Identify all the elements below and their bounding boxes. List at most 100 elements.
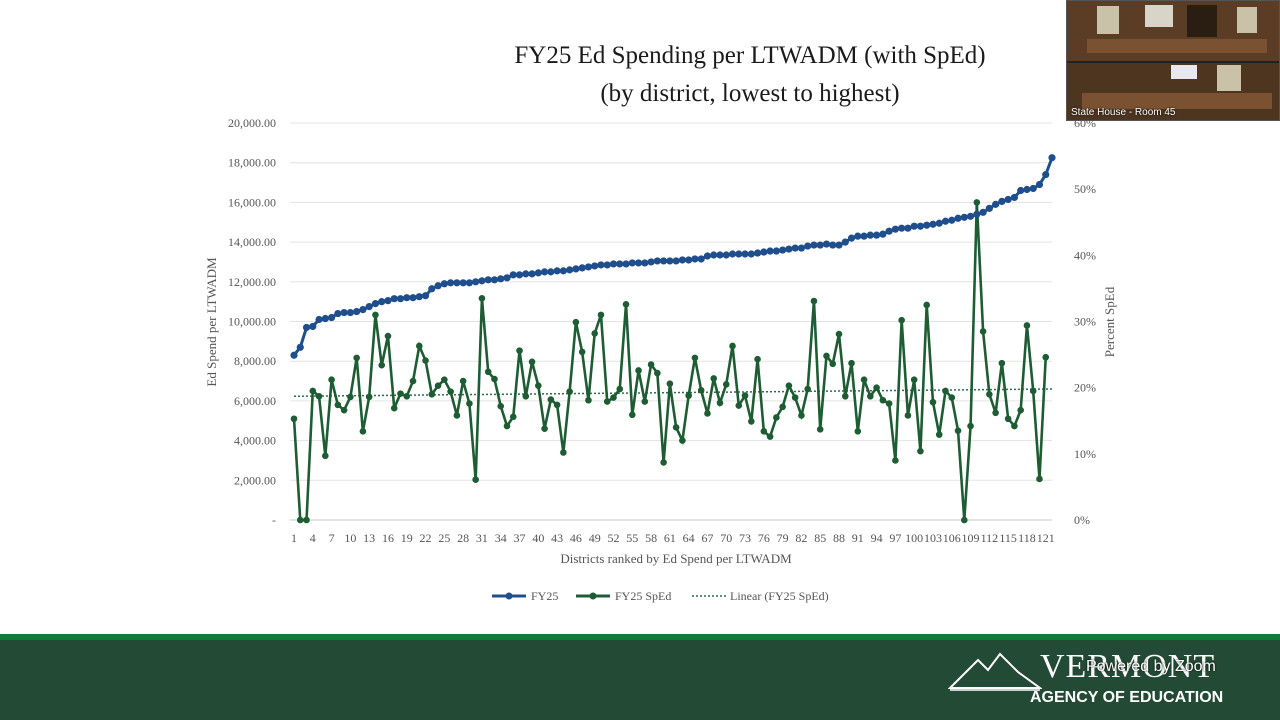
fy25-point	[797, 244, 806, 252]
y-axis-label: Ed Spend per LTWADM	[204, 257, 219, 387]
sped-point	[791, 394, 799, 401]
fy25-point	[785, 245, 793, 253]
x-tick-label: 97	[889, 531, 901, 545]
sped-point	[484, 368, 492, 376]
fy25-point	[1010, 193, 1019, 202]
sped-point	[597, 311, 605, 319]
fy25-point	[578, 264, 586, 272]
fy25-point	[954, 214, 962, 222]
sped-point	[353, 354, 360, 362]
sped-point	[760, 428, 768, 435]
sped-point	[923, 301, 931, 309]
x-tick-label: 22	[420, 531, 432, 545]
sped-point	[691, 354, 699, 362]
sped-point	[954, 427, 962, 434]
sped-point	[666, 380, 674, 387]
sped-point	[491, 375, 498, 383]
x-tick-label: 118	[1018, 531, 1036, 545]
sped-point	[898, 316, 905, 324]
x-tick-label: 46	[570, 531, 582, 545]
sped-point	[879, 396, 887, 404]
fy25-point	[428, 285, 436, 293]
fy25-point	[891, 225, 899, 233]
sped-point	[835, 330, 843, 338]
legend-fy25-label: FY25	[531, 589, 558, 603]
y-tick-label: 10,000.00	[228, 315, 276, 329]
sped-point	[841, 392, 849, 400]
fy25-point	[735, 250, 743, 258]
fy25-point	[929, 220, 937, 228]
fy25-point	[985, 204, 993, 212]
fy25-point	[923, 221, 931, 229]
x-tick-label: 61	[664, 531, 676, 545]
sped-point	[1017, 406, 1024, 414]
x-axis-label: Districts ranked by Ed Spend per LTWADM	[560, 551, 792, 566]
sped-point	[509, 413, 517, 421]
x-tick-label: 88	[833, 531, 845, 545]
fy25-point	[992, 200, 1000, 208]
fy25-point	[728, 250, 737, 258]
fy25-point	[703, 252, 712, 260]
sped-point	[748, 418, 755, 425]
x-tick-label: 85	[814, 531, 826, 545]
fy25-point	[459, 279, 467, 287]
fy25-point	[540, 268, 549, 276]
fy25-point	[948, 216, 956, 224]
sped-point	[942, 387, 949, 395]
legend-sped-marker	[589, 592, 597, 600]
sped-point	[547, 396, 555, 403]
fy25-point	[396, 295, 405, 303]
sped-point	[754, 355, 761, 363]
fy25-point	[979, 208, 987, 216]
y2-axis-label: Percent SpEd	[1102, 286, 1117, 357]
fy25-point	[528, 270, 536, 278]
sped-point	[378, 361, 386, 369]
fy25-point	[490, 276, 499, 284]
fy25-point	[384, 297, 392, 305]
sped-point	[340, 406, 348, 414]
sped-point	[810, 297, 818, 305]
fy25-point	[647, 258, 655, 266]
sped-point	[397, 390, 404, 397]
y-tick-label: -	[272, 513, 276, 527]
sped-point	[309, 387, 317, 395]
sped-point	[873, 384, 880, 391]
fy25-point	[553, 267, 561, 275]
fy25-point	[403, 294, 411, 302]
fy25-point	[522, 270, 530, 278]
x-tick-label: 70	[720, 531, 732, 545]
sped-point	[804, 385, 811, 393]
fy25-point	[353, 307, 361, 316]
x-axis-ticks: 1 4 7 10 13 16 19 22 25 28 31 34 37 40 43 46 49 52 55 58 61 6…	[291, 531, 1055, 545]
sped-point	[867, 392, 874, 400]
y2-tick-label: 50%	[1074, 182, 1096, 196]
sped-point	[992, 409, 999, 417]
sped-point	[535, 382, 542, 389]
x-tick-label: 43	[551, 531, 563, 545]
sped-point	[816, 426, 824, 433]
gridlines	[290, 122, 1052, 521]
y-tick-label: 14,000.00	[228, 235, 276, 249]
fy25-point	[879, 230, 887, 238]
sped-point	[1011, 422, 1018, 430]
fy25-point	[509, 271, 517, 279]
fy25-point	[741, 250, 749, 258]
sped-point	[591, 330, 598, 337]
series-fy25-sped-points	[290, 199, 1050, 524]
sped-point	[998, 359, 1006, 367]
video-thumbnail-panel[interactable]: State House - Room 45	[1066, 0, 1280, 121]
sped-point	[528, 358, 536, 366]
sped-point	[415, 342, 423, 350]
fy25-point	[835, 241, 843, 249]
fy25-point	[465, 279, 474, 287]
fy25-point	[847, 234, 856, 242]
footer-banner	[0, 634, 1280, 720]
fy25-point	[327, 313, 336, 322]
sped-point	[785, 382, 793, 389]
sped-point	[892, 457, 899, 464]
sped-point	[560, 449, 567, 456]
x-tick-label: 109	[962, 531, 980, 545]
sped-point	[585, 396, 592, 404]
fy25-point	[472, 278, 480, 286]
y-tick-label: 20,000.00	[228, 116, 276, 130]
